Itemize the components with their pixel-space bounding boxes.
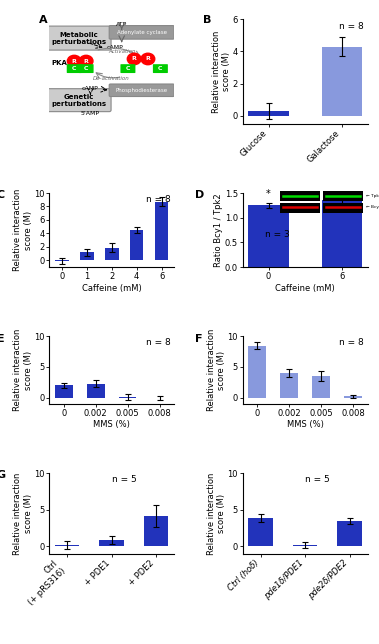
Bar: [293, 545, 318, 547]
Y-axis label: Relative interaction
score (M): Relative interaction score (M): [13, 472, 33, 554]
Text: Metabolic
perturbations: Metabolic perturbations: [52, 32, 107, 44]
Bar: [55, 385, 72, 397]
Bar: [249, 346, 266, 397]
Text: Activation: Activation: [108, 49, 135, 54]
Text: n = 8: n = 8: [146, 339, 171, 347]
Text: *: *: [266, 189, 271, 199]
Text: n = 8: n = 8: [339, 339, 364, 347]
Text: R: R: [132, 57, 136, 61]
Text: n = 5: n = 5: [305, 475, 330, 484]
Bar: [249, 205, 289, 267]
Circle shape: [79, 55, 93, 67]
Text: G: G: [0, 470, 6, 480]
Circle shape: [141, 53, 155, 64]
X-axis label: MMS (%): MMS (%): [93, 421, 130, 430]
FancyBboxPatch shape: [67, 64, 82, 73]
FancyBboxPatch shape: [153, 64, 168, 73]
Bar: [345, 396, 362, 397]
Text: R: R: [72, 59, 77, 64]
Bar: [337, 521, 362, 547]
Text: n = 8: n = 8: [146, 195, 171, 204]
Text: B: B: [203, 15, 211, 25]
Y-axis label: Ratio Bcy1 / Tpk2: Ratio Bcy1 / Tpk2: [215, 193, 223, 267]
Bar: [87, 384, 105, 397]
Bar: [99, 540, 124, 547]
Text: Genetic
perturbations: Genetic perturbations: [52, 93, 107, 107]
Bar: [322, 200, 362, 267]
Bar: [80, 252, 94, 260]
Y-axis label: Relative interaction
score (M): Relative interaction score (M): [13, 189, 33, 271]
Y-axis label: Relative interaction
score (M): Relative interaction score (M): [13, 329, 33, 412]
Text: Adenylate cyclase: Adenylate cyclase: [117, 30, 167, 35]
Text: E: E: [0, 334, 5, 344]
Bar: [105, 247, 119, 260]
Circle shape: [67, 55, 81, 67]
Text: cAMP: cAMP: [82, 86, 99, 91]
Bar: [144, 516, 168, 547]
Bar: [322, 46, 362, 116]
FancyBboxPatch shape: [109, 84, 174, 97]
FancyBboxPatch shape: [47, 89, 111, 111]
Bar: [249, 111, 289, 116]
X-axis label: MMS (%): MMS (%): [287, 421, 324, 430]
Text: C: C: [126, 66, 130, 71]
X-axis label: Caffeine (mM): Caffeine (mM): [275, 283, 335, 292]
Y-axis label: Relative interaction
score (M): Relative interaction score (M): [212, 30, 231, 113]
FancyBboxPatch shape: [47, 26, 111, 50]
Text: C: C: [72, 66, 77, 71]
Text: PKA: PKA: [51, 60, 67, 66]
Text: n = 8: n = 8: [339, 23, 364, 32]
Bar: [55, 260, 69, 261]
Text: 5'AMP: 5'AMP: [81, 111, 100, 116]
X-axis label: Caffeine (mM): Caffeine (mM): [82, 283, 142, 292]
Bar: [55, 545, 80, 547]
Bar: [249, 518, 273, 547]
Text: n = 3: n = 3: [265, 230, 290, 239]
Y-axis label: Relative interaction
score (M): Relative interaction score (M): [207, 329, 226, 412]
Text: R: R: [84, 59, 89, 64]
FancyBboxPatch shape: [78, 64, 94, 73]
Text: C: C: [84, 66, 88, 71]
Text: R: R: [146, 57, 150, 61]
FancyBboxPatch shape: [109, 26, 174, 39]
Text: D: D: [195, 190, 205, 200]
Text: cAMP: cAMP: [107, 45, 124, 50]
Text: n = 5: n = 5: [112, 475, 136, 484]
Text: ATP: ATP: [116, 22, 127, 27]
FancyBboxPatch shape: [121, 64, 135, 73]
Bar: [312, 376, 330, 397]
Bar: [130, 230, 144, 260]
Text: Phosphodiesterase: Phosphodiesterase: [116, 88, 168, 93]
Y-axis label: Relative interaction
score (M): Relative interaction score (M): [207, 472, 226, 554]
Text: A: A: [39, 15, 48, 25]
Text: C: C: [158, 66, 163, 71]
Text: C: C: [0, 190, 5, 200]
Circle shape: [127, 53, 141, 64]
Text: F: F: [195, 334, 203, 344]
Bar: [155, 202, 168, 260]
Text: De-activation: De-activation: [93, 76, 130, 80]
Bar: [280, 373, 298, 397]
